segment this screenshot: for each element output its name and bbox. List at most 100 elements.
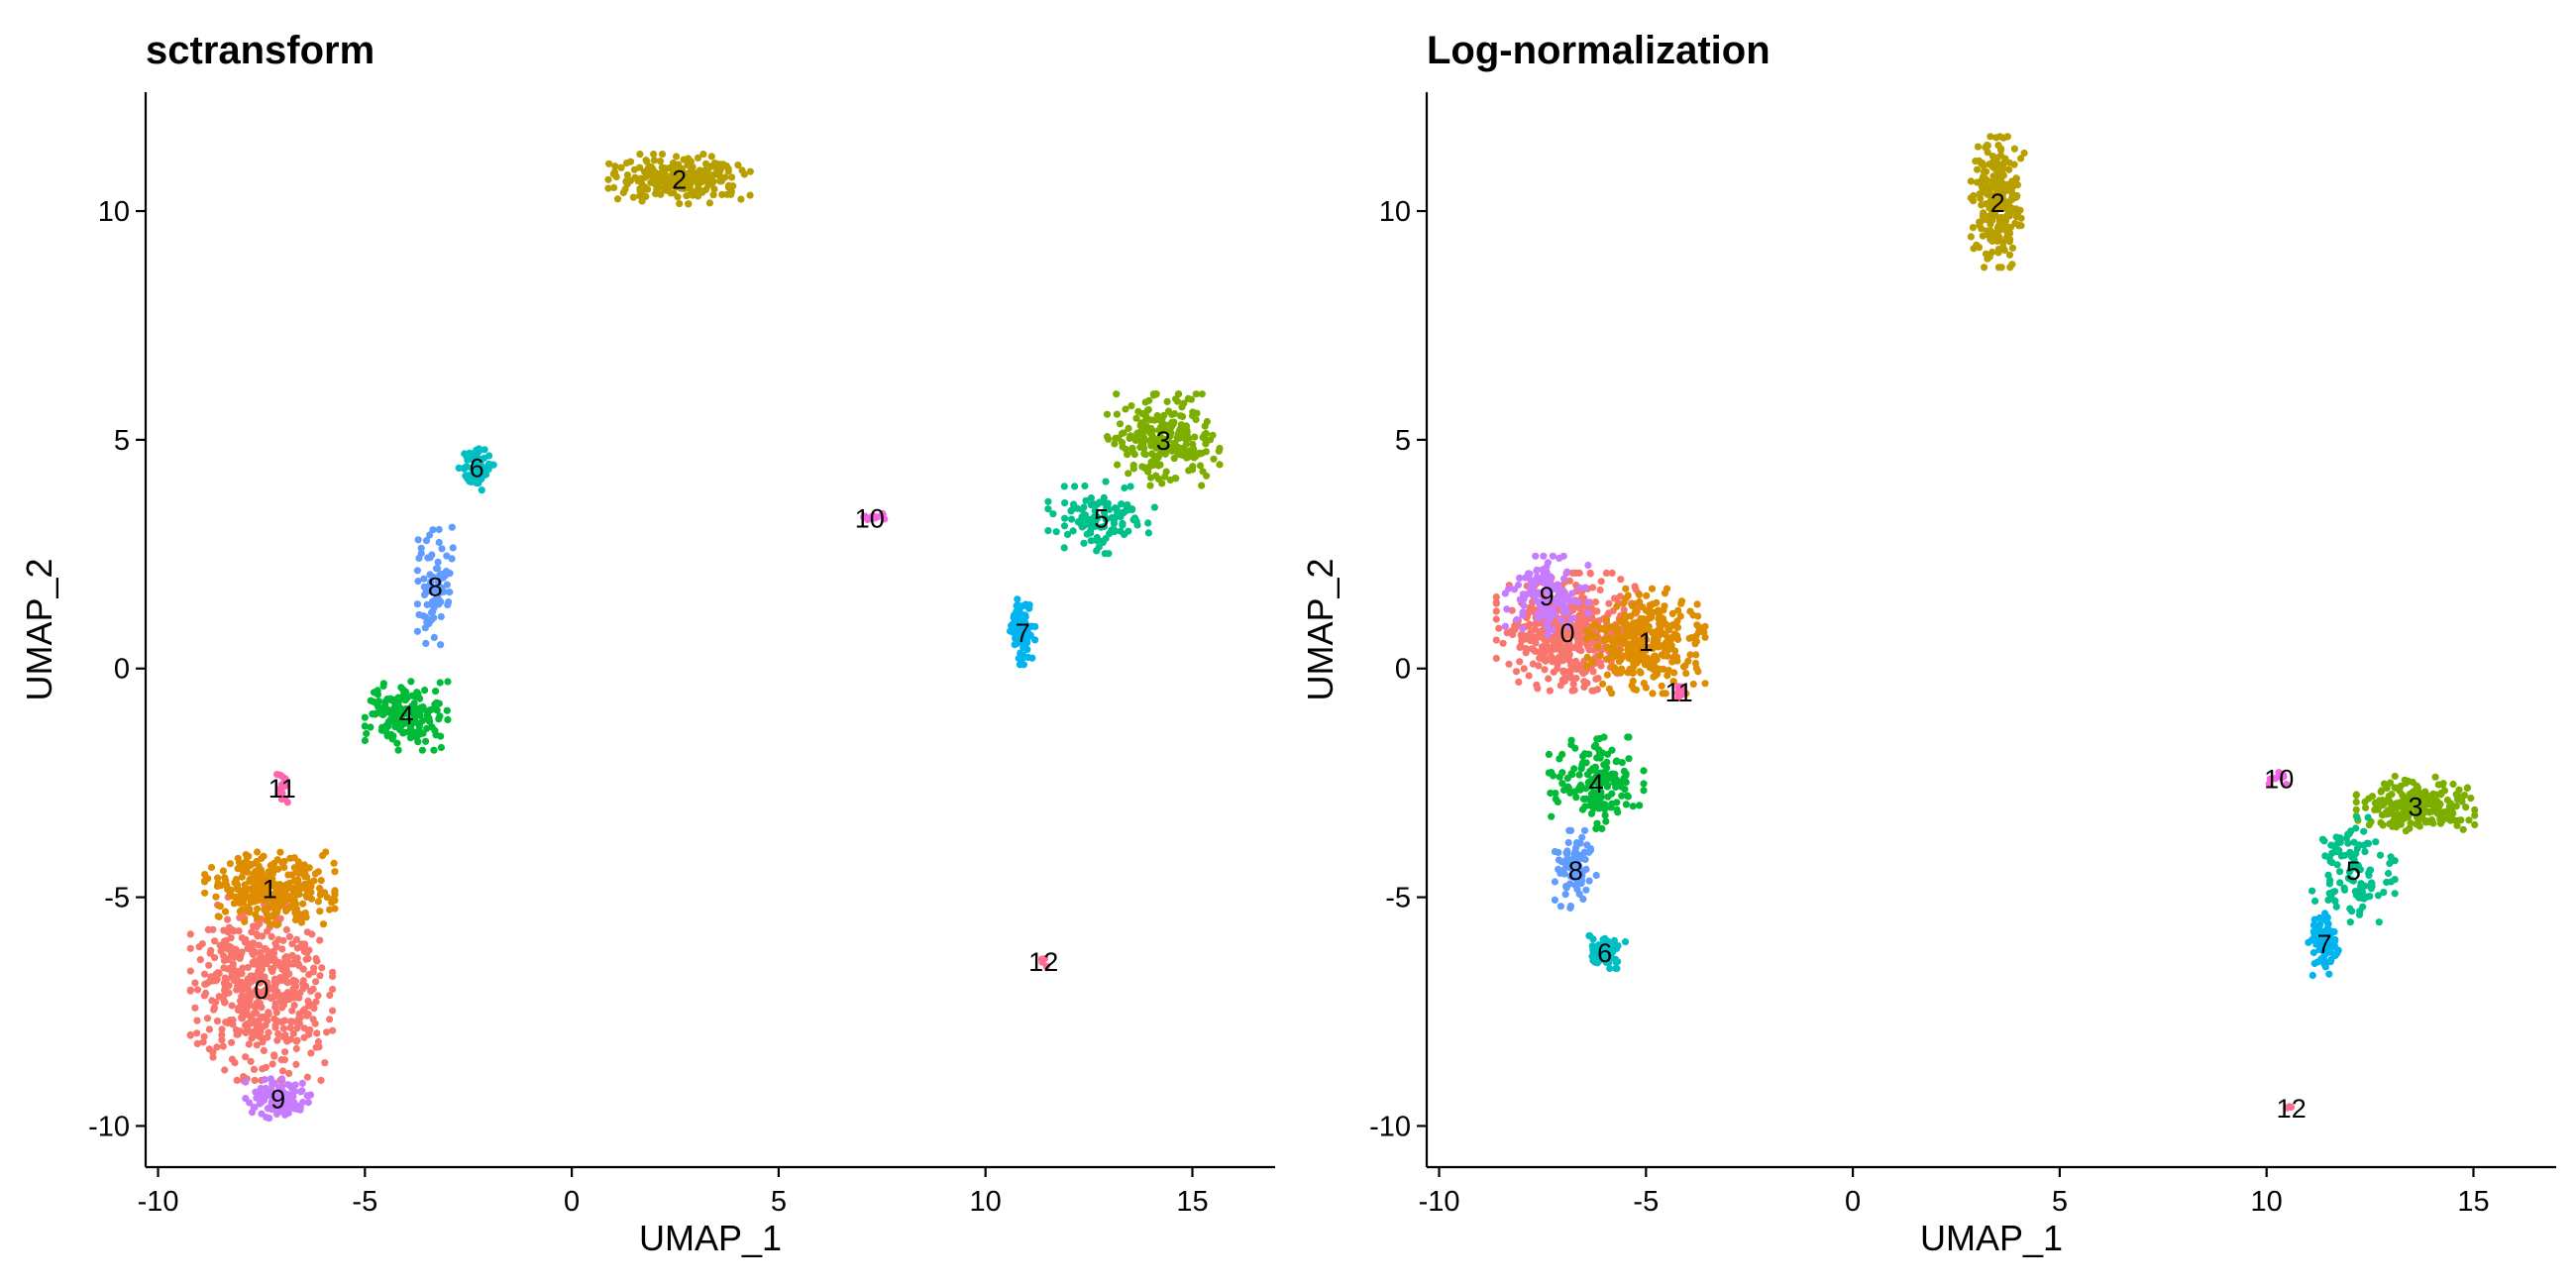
data-point — [413, 567, 421, 575]
data-point — [310, 1005, 318, 1013]
data-point — [303, 1092, 311, 1100]
data-point — [1588, 791, 1596, 799]
data-point — [682, 178, 690, 186]
data-point — [297, 918, 305, 926]
data-point — [289, 898, 297, 906]
data-point — [1144, 405, 1152, 414]
data-point — [716, 167, 724, 175]
data-point — [302, 913, 310, 921]
data-point — [2436, 815, 2444, 823]
data-point — [235, 858, 244, 867]
data-point — [287, 1092, 295, 1100]
data-point — [881, 515, 889, 523]
cluster-label: 3 — [2408, 792, 2422, 821]
data-point — [2352, 798, 2360, 806]
data-point — [604, 175, 612, 183]
cluster-label: 8 — [1568, 856, 1583, 886]
data-point — [428, 597, 437, 605]
data-point — [1583, 653, 1591, 662]
data-point — [721, 173, 729, 181]
data-point — [1567, 615, 1575, 623]
data-point — [1617, 576, 1625, 584]
data-point — [191, 1004, 199, 1012]
data-point — [1196, 462, 1205, 470]
data-point — [292, 1044, 300, 1053]
data-point — [636, 151, 644, 159]
data-point — [1551, 847, 1558, 856]
data-point — [2265, 780, 2273, 788]
data-point — [1516, 658, 1524, 666]
data-point — [1692, 632, 1700, 640]
data-point — [1686, 607, 1694, 615]
data-point — [1492, 593, 1500, 601]
data-point — [2340, 886, 2349, 894]
data-point — [1611, 777, 1619, 785]
data-point — [861, 512, 869, 520]
data-point — [1535, 662, 1543, 670]
cluster-label: 8 — [428, 573, 443, 602]
data-point — [1160, 443, 1168, 451]
data-point — [2005, 165, 2013, 173]
data-point — [1615, 658, 1623, 666]
data-point — [1663, 585, 1671, 592]
data-point — [1114, 508, 1122, 517]
y-tick-label: -5 — [1385, 883, 1411, 914]
data-point — [649, 173, 657, 181]
data-point — [481, 454, 488, 462]
data-point — [699, 151, 707, 159]
data-point — [481, 446, 488, 454]
data-point — [369, 710, 376, 718]
data-point — [1559, 600, 1567, 608]
data-point — [2356, 908, 2364, 915]
data-point — [292, 977, 300, 986]
data-point — [1520, 601, 1528, 609]
data-point — [2320, 941, 2328, 949]
data-point — [867, 513, 876, 521]
data-point — [221, 999, 229, 1007]
data-point — [218, 1036, 226, 1044]
data-point — [433, 706, 441, 714]
data-point — [281, 954, 289, 962]
data-point — [244, 862, 252, 870]
data-point — [232, 893, 240, 902]
data-point — [1623, 620, 1631, 628]
data-point — [1129, 516, 1137, 524]
data-point — [1589, 935, 1597, 943]
data-point — [1984, 255, 1991, 263]
data-point — [1967, 177, 1975, 185]
data-point — [268, 1060, 276, 1068]
data-point — [260, 852, 268, 860]
data-point — [381, 698, 389, 705]
data-point — [2380, 889, 2388, 897]
data-point — [1520, 665, 1528, 673]
data-point — [1583, 627, 1591, 635]
data-point — [264, 927, 271, 935]
data-point — [426, 717, 434, 726]
data-point — [226, 887, 234, 895]
data-point — [434, 565, 442, 573]
data-point — [316, 972, 324, 980]
data-point — [222, 936, 230, 945]
data-point — [1597, 578, 1605, 586]
data-point — [2008, 244, 2017, 252]
data-point — [203, 1015, 212, 1022]
data-point — [272, 979, 280, 987]
data-point — [2401, 776, 2409, 784]
data-point — [295, 890, 303, 899]
data-point — [1644, 657, 1652, 665]
data-point — [206, 949, 214, 957]
data-point — [316, 891, 324, 899]
data-point — [650, 151, 658, 159]
data-point — [1654, 606, 1663, 614]
data-point — [258, 897, 266, 905]
cluster-label: 7 — [2317, 929, 2332, 959]
data-point — [215, 993, 223, 1001]
data-point — [298, 1087, 306, 1095]
data-point — [2362, 804, 2370, 811]
cluster-label: 6 — [1597, 938, 1612, 968]
data-point — [1640, 787, 1648, 795]
data-point — [314, 1037, 322, 1046]
data-point — [1174, 433, 1182, 441]
data-point — [1583, 662, 1591, 670]
data-point — [1162, 468, 1170, 476]
